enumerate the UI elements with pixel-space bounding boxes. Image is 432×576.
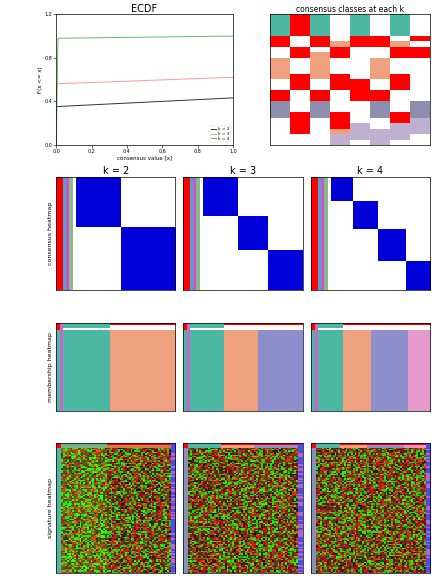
Y-axis label: signature heatmap: signature heatmap	[48, 478, 54, 538]
Title: consensus classes at each k: consensus classes at each k	[296, 5, 404, 14]
k = 3	[54, 80, 59, 87]
k = 2	[230, 94, 235, 101]
k = 2	[230, 94, 235, 101]
k = 3	[230, 74, 235, 81]
k = 4	[230, 33, 235, 40]
Legend: k = 2, k = 3, k = 4: k = 2, k = 3, k = 4	[210, 126, 231, 142]
Y-axis label: membership heatmap: membership heatmap	[48, 332, 54, 401]
k = 4	[55, 35, 60, 41]
Y-axis label: consensus heatmap: consensus heatmap	[48, 202, 54, 265]
Title: ECDF: ECDF	[131, 3, 158, 14]
k = 4	[54, 141, 59, 148]
Title: k = 4: k = 4	[357, 166, 383, 176]
k = 2	[54, 141, 59, 148]
k = 4	[54, 141, 59, 148]
k = 2	[54, 103, 59, 110]
X-axis label: consensus value [x]: consensus value [x]	[117, 155, 172, 160]
Line: k = 4: k = 4	[56, 36, 233, 145]
Line: k = 3: k = 3	[56, 77, 233, 145]
Y-axis label: F(x <= x): F(x <= x)	[38, 66, 43, 93]
Title: k = 3: k = 3	[230, 166, 256, 176]
k = 3	[54, 141, 59, 148]
Title: k = 2: k = 2	[102, 166, 129, 176]
k = 4	[229, 33, 234, 40]
Line: k = 2: k = 2	[56, 98, 233, 145]
k = 3	[230, 74, 235, 81]
